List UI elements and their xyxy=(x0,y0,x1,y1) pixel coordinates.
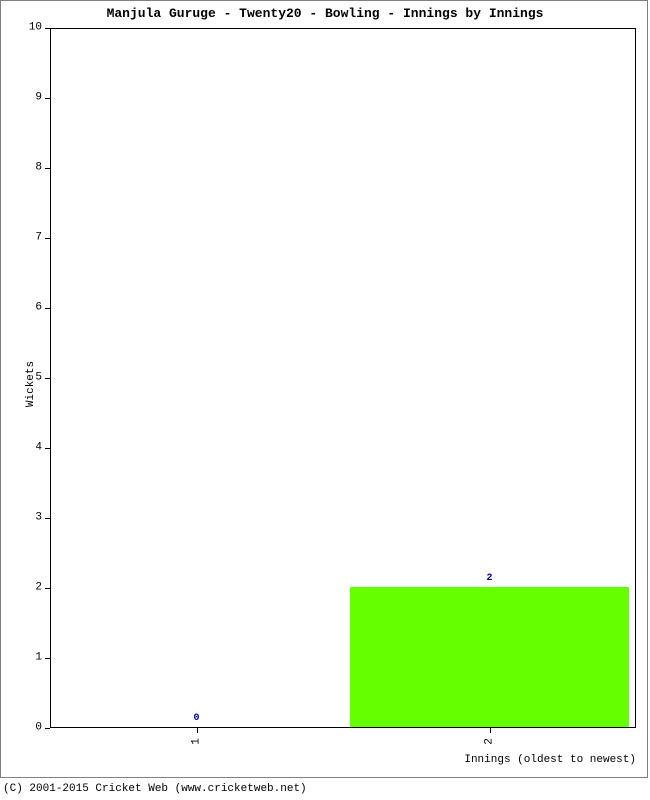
plot-border xyxy=(50,28,636,728)
y-tick-label: 2 xyxy=(35,583,42,594)
bar-value-label: 0 xyxy=(193,714,199,724)
y-tick-label: 1 xyxy=(35,653,42,664)
y-tick-mark xyxy=(45,588,50,589)
y-tick-mark xyxy=(45,28,50,29)
y-tick-label: 6 xyxy=(35,303,42,314)
y-tick-label: 7 xyxy=(35,233,42,244)
x-tick-label: 1 xyxy=(191,738,202,745)
y-tick-mark xyxy=(45,238,50,239)
bar-value-label: 2 xyxy=(486,574,492,584)
x-tick-mark xyxy=(197,728,198,733)
y-tick-mark xyxy=(45,308,50,309)
plot-area: 012345678910 12 02 xyxy=(50,28,636,728)
x-tick-label: 2 xyxy=(484,738,495,745)
y-tick-label: 0 xyxy=(35,723,42,734)
y-tick-label: 3 xyxy=(35,513,42,524)
y-tick-label: 4 xyxy=(35,443,42,454)
y-tick-mark xyxy=(45,518,50,519)
x-axis-label: Innings (oldest to newest) xyxy=(464,754,636,766)
chart-title: Manjula Guruge - Twenty20 - Bowling - In… xyxy=(0,6,650,21)
y-tick-mark xyxy=(45,98,50,99)
y-tick-mark xyxy=(45,448,50,449)
y-tick-mark xyxy=(45,728,50,729)
copyright-text: (C) 2001-2015 Cricket Web (www.cricketwe… xyxy=(3,783,307,795)
y-axis-label: Wickets xyxy=(25,361,37,407)
y-tick-label: 8 xyxy=(35,163,42,174)
y-tick-label: 10 xyxy=(29,23,42,34)
chart-container: Manjula Guruge - Twenty20 - Bowling - In… xyxy=(0,0,650,800)
y-tick-label: 9 xyxy=(35,93,42,104)
y-tick-mark xyxy=(45,378,50,379)
y-tick-mark xyxy=(45,658,50,659)
y-tick-mark xyxy=(45,168,50,169)
x-tick-mark xyxy=(490,728,491,733)
